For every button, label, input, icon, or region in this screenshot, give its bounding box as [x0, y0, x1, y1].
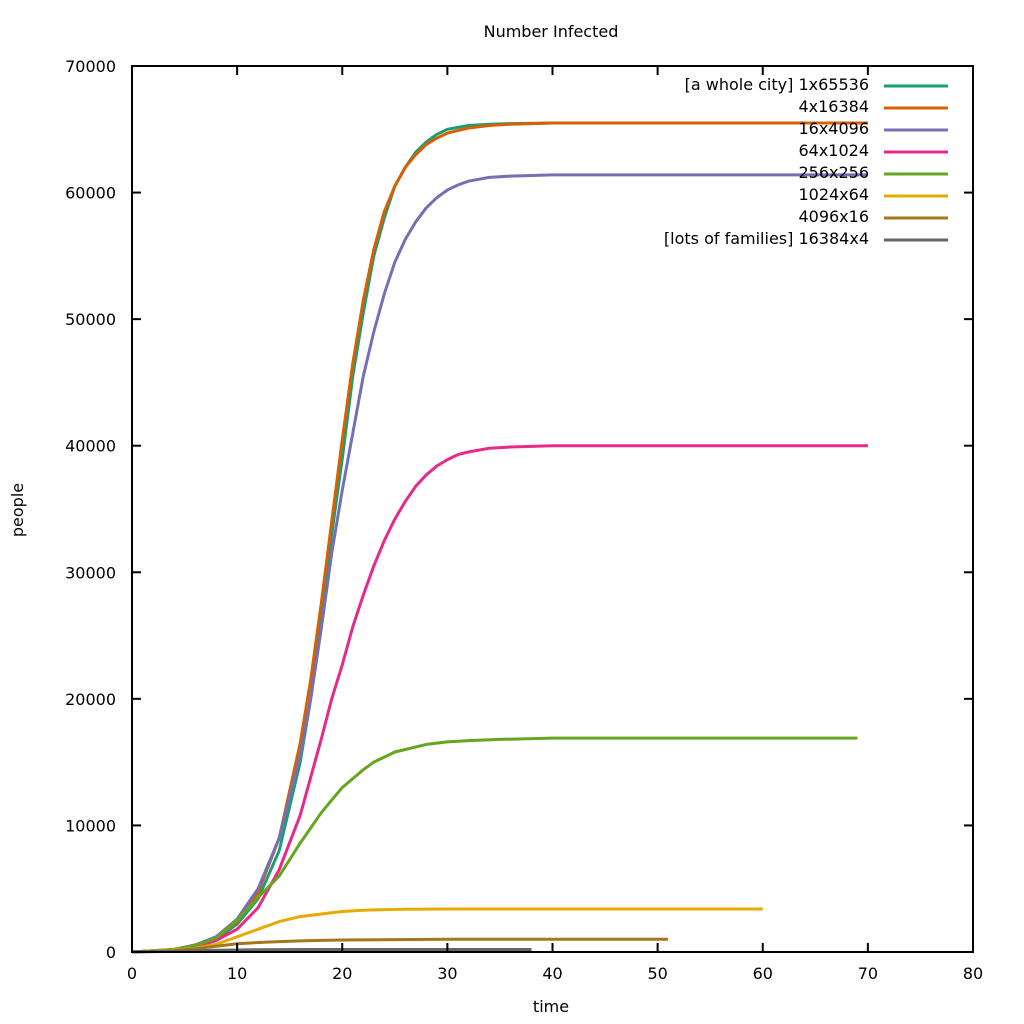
legend: [a whole city] 1x65536 4x16384 16x4096 64x1… — [664, 75, 948, 248]
x-tick-label: 20 — [332, 964, 352, 983]
x-tick-label: 10 — [227, 964, 247, 983]
legend-label-3: 64x1024 — [798, 141, 869, 160]
x-tick-label: 40 — [542, 964, 562, 983]
x-tick-label: 0 — [127, 964, 137, 983]
series-line-3 — [131, 444, 868, 954]
series-line-6 — [131, 937, 669, 954]
chart-title: Number Infected — [484, 22, 619, 41]
plot-area — [131, 121, 868, 954]
legend-label-4: 256x256 — [798, 163, 869, 182]
y-tick-label: 20000 — [65, 690, 116, 709]
x-axis-label: time — [533, 997, 569, 1016]
legend-label-6: 4096x16 — [798, 207, 869, 226]
y-tick-label: 0 — [106, 943, 116, 962]
y-axis-label: people — [8, 483, 27, 537]
series-line-7 — [131, 948, 532, 954]
y-tick-label: 40000 — [65, 437, 116, 456]
x-tick-label: 30 — [437, 964, 457, 983]
y-tick-label: 60000 — [65, 184, 116, 203]
axes: 0 10 20 30 40 50 60 70 80 0 10000 20000 30000 40000 50… — [65, 57, 983, 983]
x-tick-label: 50 — [647, 964, 667, 983]
x-tick-label: 60 — [753, 964, 773, 983]
y-tick-label: 70000 — [65, 57, 116, 76]
legend-label-7: [lots of families] 16384x4 — [664, 229, 869, 248]
y-tick-label: 30000 — [65, 563, 116, 582]
legend-label-1: 4x16384 — [798, 97, 869, 116]
x-tick-label: 80 — [963, 964, 983, 983]
series-line-2 — [131, 173, 868, 954]
legend-label-2: 16x4096 — [798, 119, 869, 138]
legend-label-0: [a whole city] 1x65536 — [685, 75, 869, 94]
legend-label-5: 1024x64 — [798, 185, 869, 204]
series-line-4 — [131, 736, 858, 954]
y-tick-label: 10000 — [65, 816, 116, 835]
x-tick-label: 70 — [858, 964, 878, 983]
series-line-1 — [131, 121, 868, 954]
y-tick-label: 50000 — [65, 310, 116, 329]
